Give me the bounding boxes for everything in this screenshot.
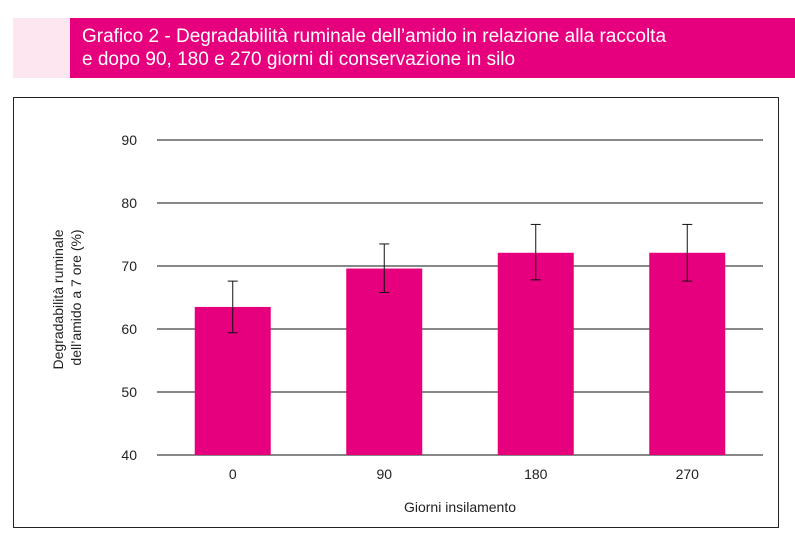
chart-title-line-1: Grafico 2 - Degradabilità ruminale dell’… xyxy=(82,26,667,47)
chart-title-banner: Grafico 2 - Degradabilità ruminale dell’… xyxy=(70,18,795,78)
y-axis-label-line-2: dell’amido a 7 ore (%) xyxy=(68,229,84,365)
y-axis-label-line-1: Degradabilità ruminale xyxy=(50,229,66,369)
y-tick-labels: 40 50 60 70 80 90 xyxy=(121,132,137,463)
x-tick-labels: 0 90 180 270 xyxy=(229,466,699,482)
title-accent xyxy=(13,18,70,78)
error-bars xyxy=(227,223,693,334)
chart-frame xyxy=(13,97,779,528)
chart-title-line-2: e dopo 90, 180 e 270 giorni di conservaz… xyxy=(82,49,516,70)
y-tick-50: 50 xyxy=(121,384,137,400)
x-tick-90: 90 xyxy=(376,466,392,482)
y-tick-90: 90 xyxy=(121,132,137,148)
bars xyxy=(194,252,726,455)
bar-270 xyxy=(649,252,726,455)
y-tick-60: 60 xyxy=(121,321,137,337)
x-tick-180: 180 xyxy=(524,466,548,482)
bar-180 xyxy=(497,252,574,455)
x-tick-0: 0 xyxy=(229,466,237,482)
x-axis-label: Giorni insilamento xyxy=(404,499,516,515)
x-tick-270: 270 xyxy=(676,466,700,482)
y-tick-70: 70 xyxy=(121,258,137,274)
bar-90 xyxy=(346,268,423,455)
y-axis-label: Degradabilità ruminale dell’amido a 7 or… xyxy=(50,226,84,370)
y-tick-80: 80 xyxy=(121,195,137,211)
y-tick-40: 40 xyxy=(121,447,137,463)
